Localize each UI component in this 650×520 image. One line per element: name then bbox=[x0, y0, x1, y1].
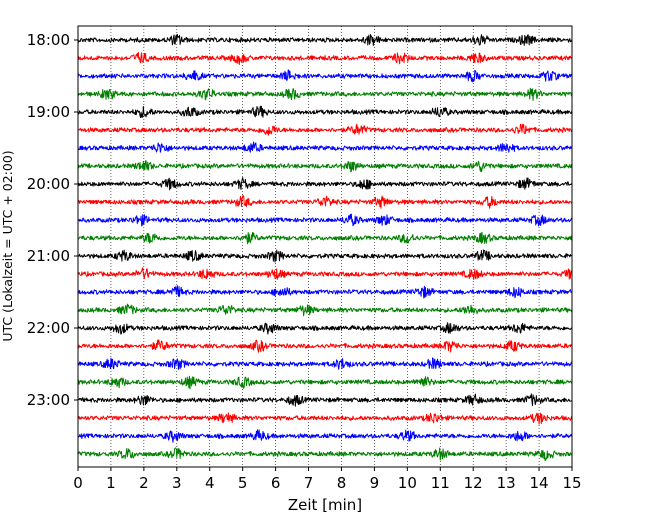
seismic-trace bbox=[77, 303, 573, 317]
x-tick-label: 2 bbox=[139, 474, 149, 492]
y-tick-label: 18:00 bbox=[27, 31, 70, 49]
seismic-trace bbox=[77, 357, 573, 370]
seismic-trace bbox=[77, 447, 573, 461]
x-axis-label: Zeit [min] bbox=[288, 496, 362, 514]
seismic-trace bbox=[77, 339, 573, 353]
x-tick-label: 7 bbox=[304, 474, 314, 492]
seismic-trace bbox=[77, 160, 573, 173]
y-axis-label: UTC (Lokalzeit = UTC + 02:00) bbox=[0, 150, 15, 341]
seismic-trace bbox=[77, 322, 573, 335]
x-tick-label: 3 bbox=[172, 474, 182, 492]
x-tick-label: 14 bbox=[530, 474, 549, 492]
x-tick-label: 6 bbox=[271, 474, 281, 492]
x-tick-label: 11 bbox=[431, 474, 450, 492]
x-tick-label: 12 bbox=[464, 474, 483, 492]
seismic-trace bbox=[77, 267, 573, 281]
seismic-trace bbox=[77, 195, 573, 209]
x-tick-label: 5 bbox=[238, 474, 248, 492]
seismic-trace bbox=[77, 285, 573, 299]
seismic-trace bbox=[77, 375, 573, 390]
seismic-trace bbox=[77, 123, 573, 136]
seismic-trace bbox=[77, 87, 573, 102]
y-tick-label: 19:00 bbox=[27, 103, 70, 121]
seismic-trace bbox=[77, 213, 573, 227]
y-tick-label: 22:00 bbox=[27, 319, 70, 337]
x-tick-label: 13 bbox=[497, 474, 516, 492]
y-tick-label: 23:00 bbox=[27, 391, 70, 409]
seismic-trace bbox=[77, 52, 573, 66]
seismic-trace bbox=[77, 412, 573, 425]
seismic-trace bbox=[77, 105, 573, 119]
y-tick-label: 21:00 bbox=[27, 247, 70, 265]
seismic-traces bbox=[77, 33, 573, 461]
seismic-trace bbox=[77, 69, 573, 83]
seismic-trace bbox=[77, 393, 573, 407]
y-axis-ticks: 18:00 19:00 20:00 21:00 22:00 23:00 bbox=[27, 31, 78, 409]
x-tick-label: 4 bbox=[205, 474, 215, 492]
seismic-trace bbox=[77, 177, 573, 191]
x-tick-label: 9 bbox=[370, 474, 380, 492]
x-tick-label: 15 bbox=[562, 474, 581, 492]
x-tick-label: 10 bbox=[398, 474, 417, 492]
x-tick-label: 8 bbox=[337, 474, 347, 492]
x-tick-label: 1 bbox=[106, 474, 116, 492]
seismic-trace bbox=[77, 231, 573, 245]
seismic-trace bbox=[77, 33, 573, 46]
seismic-trace bbox=[77, 249, 573, 263]
x-tick-label: 0 bbox=[73, 474, 83, 492]
seismic-trace bbox=[77, 429, 573, 443]
y-tick-label: 20:00 bbox=[27, 175, 70, 193]
x-axis-ticks: 0 1 2 3 4 5 6 7 8 9 10 11 12 13 14 15 bbox=[73, 467, 582, 492]
plot-frame bbox=[77, 25, 573, 468]
seismic-trace bbox=[77, 141, 573, 153]
